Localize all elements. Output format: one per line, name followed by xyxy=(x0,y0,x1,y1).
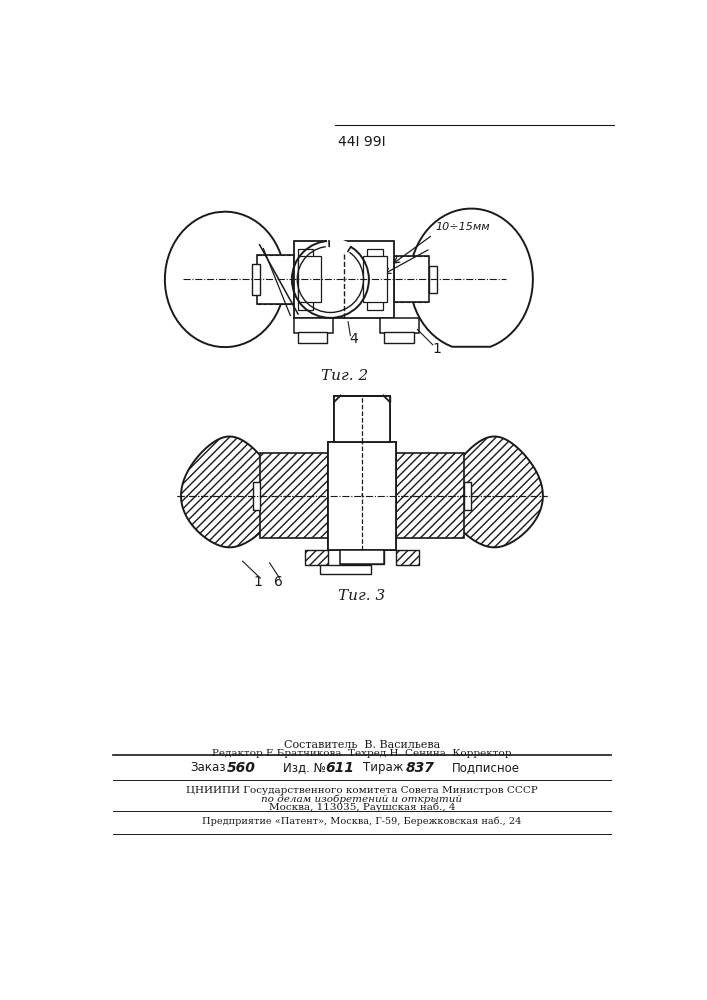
Bar xyxy=(340,550,383,564)
Bar xyxy=(334,396,390,442)
Bar xyxy=(257,255,294,304)
Bar xyxy=(396,550,419,565)
Bar xyxy=(368,249,382,310)
Bar xyxy=(305,550,328,565)
Bar xyxy=(334,396,390,442)
Bar xyxy=(429,266,437,293)
Polygon shape xyxy=(446,437,543,547)
Text: Москва, 113035, Раушская наб., 4: Москва, 113035, Раушская наб., 4 xyxy=(269,803,455,812)
Polygon shape xyxy=(165,212,285,347)
Text: по делам изобретений и открытий: по делам изобретений и открытий xyxy=(262,794,462,804)
Text: Редактор Е.Братчикова  Техред Н. Сенина  Корректор: Редактор Е.Братчикова Техред Н. Сенина К… xyxy=(212,749,512,758)
Text: 611: 611 xyxy=(325,761,354,775)
Text: 1: 1 xyxy=(254,575,262,589)
Text: 44I 99I: 44I 99I xyxy=(338,135,386,149)
Bar xyxy=(260,453,328,538)
Text: ЦНИИПИ Государственного комитета Совета Министров СССР: ЦНИИПИ Государственного комитета Совета … xyxy=(186,786,538,795)
Bar xyxy=(298,249,313,310)
Bar xyxy=(320,565,371,574)
Text: 4: 4 xyxy=(349,332,358,346)
Bar xyxy=(298,332,327,343)
Text: Заказ: Заказ xyxy=(190,761,226,774)
Bar xyxy=(334,396,340,402)
Text: Предприятие «Патент», Москва, Г-59, Бережковская наб., 24: Предприятие «Патент», Москва, Г-59, Бере… xyxy=(202,817,522,826)
Bar xyxy=(294,318,333,333)
Bar xyxy=(385,332,414,343)
Text: 6: 6 xyxy=(274,575,284,589)
Polygon shape xyxy=(181,436,278,547)
Bar xyxy=(396,453,464,538)
Text: 837: 837 xyxy=(406,761,435,775)
Text: 1: 1 xyxy=(432,342,441,356)
Text: Τиг. 2: Τиг. 2 xyxy=(320,369,368,383)
Bar xyxy=(328,442,396,550)
Bar xyxy=(380,318,419,333)
Bar xyxy=(252,482,260,510)
Bar xyxy=(363,256,387,302)
Polygon shape xyxy=(409,209,533,347)
Text: Τиг. 3: Τиг. 3 xyxy=(339,589,385,603)
Text: Тираж: Тираж xyxy=(363,761,404,774)
Text: Составитель  В. Васильева: Составитель В. Васильева xyxy=(284,740,440,750)
Bar xyxy=(464,482,472,510)
Bar xyxy=(340,550,383,564)
Bar xyxy=(298,256,321,302)
Bar xyxy=(328,442,396,550)
Bar xyxy=(383,396,390,402)
Text: 10÷15мм: 10÷15мм xyxy=(435,222,490,232)
Text: Подписное: Подписное xyxy=(452,761,520,774)
Text: 560: 560 xyxy=(227,761,256,775)
Text: ·: · xyxy=(360,489,364,503)
Bar xyxy=(294,241,395,318)
Text: Изд. №: Изд. № xyxy=(283,761,325,774)
Bar xyxy=(395,256,429,302)
Bar xyxy=(252,264,259,295)
